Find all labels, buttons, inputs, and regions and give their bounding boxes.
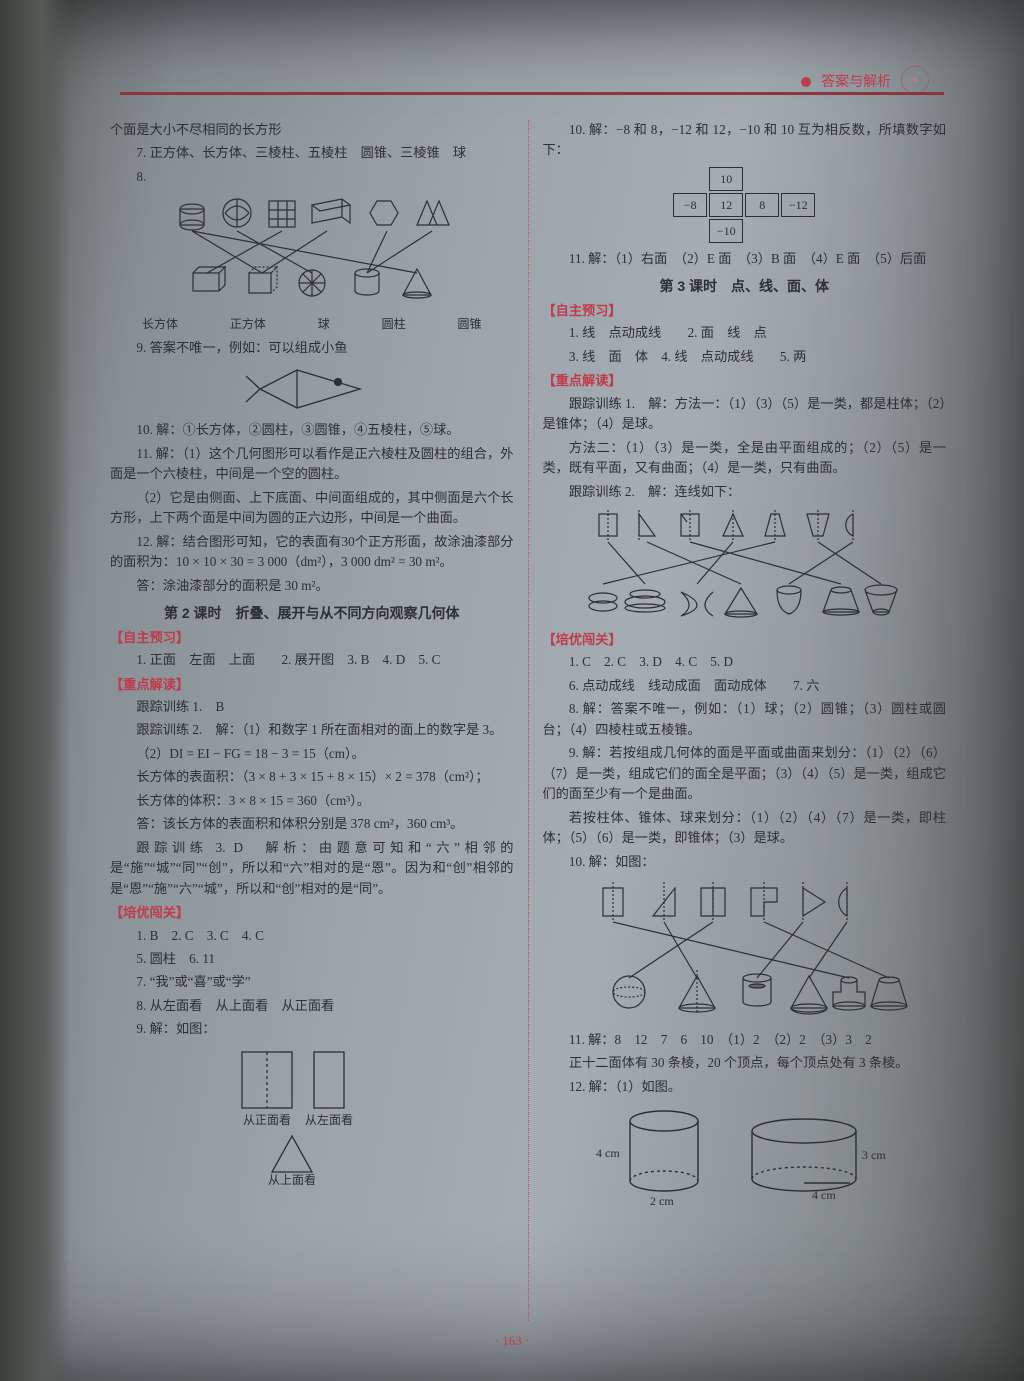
text: 跟踪训练 1. B [110,697,514,717]
cross-table: 10 −8 12 8 −12 −10 [671,165,817,245]
section-heading: 【自主预习】 [543,301,947,321]
text: 1. C 2. C 3. D 4. C 5. D [543,652,947,672]
text: 方法二：（1）（3）是一类，全是由平面组成的；（2）（5）是一类，既有平面，又有… [543,438,947,479]
dim-label: 4 cm [812,1188,836,1202]
view-label: 从上面看 [268,1173,316,1187]
label: 圆柱 [382,315,406,334]
two-cylinders-svg: 4 cm 2 cm 4 cm 3 cm [594,1101,894,1211]
text: 9. 解：如图： [110,1019,514,1039]
text: 1. 线 点动成线 2. 面 线 点 [543,323,947,343]
text: 3. 线 面 体 4. 线 点动成线 5. 两 [543,347,947,367]
textbook-page: 答案与解析 个面是大小不尽相同的长方形 7. 正方体、长方体、三棱柱、五棱柱 圆… [0,0,1024,1381]
text: 12. 解：结合图形可知，它的表面有30个正方形面，故涂油漆部分的面积为：10 … [110,532,514,573]
cell: −8 [673,193,707,217]
text: 1. 正面 左面 上面 2. 展开图 3. B 4. D 5. C [110,650,514,670]
shape-matching-svg [167,191,457,311]
text: （2）它是由侧面、上下底面、中间面组成的，其中侧面是六个长方形，上下两个面是中间… [110,488,514,529]
header-bullet-icon [801,77,811,87]
text: 9. 答案不唯一，例如：可以组成小鱼 [110,338,514,358]
text: 10. 解：−8 和 8，−12 和 12，−10 和 10 互为相反数，所填数… [543,120,947,161]
text: 7. “我”或“喜”或“学” [110,972,514,992]
header-rule [120,92,944,95]
page-number: · 163 · [0,1333,1024,1349]
cell: 12 [709,193,743,217]
section-heading: 【重点解读】 [110,675,514,695]
dim-label: 2 cm [650,1194,674,1208]
lesson-3-title: 第 3 课时 点、线、面、体 [543,277,947,297]
column-right: 10. 解：−8 和 8，−12 和 12，−10 和 10 互为相反数，所填数… [543,120,947,1321]
text: 8. 从左面看 从上面看 从正面看 [110,996,514,1016]
cell: −12 [781,193,815,217]
two-column-body: 个面是大小不尽相同的长方形 7. 正方体、长方体、三棱柱、五棱柱 圆锥、三棱锥 … [110,120,946,1321]
text: 跟踪训练 1. 解：方法一：（1）（3）（5）是一类，都是柱体；（2）是锥体；（… [543,394,947,435]
revolve-match-svg [589,876,899,1026]
column-separator [528,120,529,1321]
label: 正方体 [230,315,266,334]
text: 11. 解：8 12 7 6 10 （1）2 （2）2 （3）3 2 [543,1030,947,1050]
label: 长方体 [142,315,178,334]
text: （2）DI = EI − FG = 18 − 3 = 15（cm）。 [110,744,514,764]
cell: −10 [709,219,743,243]
book-spine-shadow [0,0,70,1381]
three-views-diagram: 从正面看 从左面看 从上面看 [110,1044,514,1184]
text: 7. 正方体、长方体、三棱柱、五棱柱 圆锥、三棱锥 球 [110,143,514,163]
text: 8. 解：答案不唯一，例如：（1）球；（2）圆锥；（3）圆柱或圆台；（4）四棱柱… [543,699,947,740]
cell: 8 [745,193,779,217]
section-heading: 【重点解读】 [543,371,947,391]
text: 长方体的体积：3 × 8 × 15 = 360（cm³）。 [110,791,514,811]
text: 若按柱体、锥体、球来划分：（1）（2）（4）（7）是一类，即柱体；（5）（6）是… [543,808,947,849]
fish-diagram [110,362,514,416]
text: 长方体的表面积：（3 × 8 + 3 × 15 + 8 × 15）× 2 = 3… [110,767,514,787]
view-label: 从左面看 [305,1112,353,1127]
text: 个面是大小不尽相同的长方形 [110,120,514,140]
two-cylinders-diagram: 4 cm 2 cm 4 cm 3 cm [543,1101,947,1211]
text: 跟踪训练 3. D 解析：由题意可知和“六”相邻的是“施”“城”“同”“创”，所… [110,838,514,899]
dim-label: 4 cm [596,1146,620,1160]
text: 跟踪训练 2. 解：连线如下： [543,482,947,502]
text: 9. 解：若按组成几何体的面是平面或曲面来划分：（1）（2）（6）（7）是一类，… [543,743,947,804]
text: 6. 点动成线 线动成面 面动成体 7. 六 [543,676,947,696]
fish-svg [242,362,382,416]
rotation-match-diagram [543,506,947,626]
text: 1. B 2. C 3. C 4. C [110,926,514,946]
text: 11. 解：（1）右面 （2）E 面 （3）B 面 （4）E 面 （5）后面 [543,249,947,269]
view-label: 从正面看 [243,1113,291,1127]
column-left: 个面是大小不尽相同的长方形 7. 正方体、长方体、三棱柱、五棱柱 圆锥、三棱锥 … [110,120,514,1321]
section-heading: 【自主预习】 [110,628,514,648]
header-rosette-icon [901,66,929,94]
dim-label: 3 cm [862,1148,886,1162]
label: 圆锥 [458,315,482,334]
section-heading: 【培优闯关】 [110,903,514,923]
label: 球 [318,315,330,334]
text: 12. 解：（1）如图。 [543,1077,947,1097]
text: 答：该长方体的表面积和体积分别是 378 cm²，360 cm³。 [110,814,514,834]
text: 跟踪训练 2. 解：（1）和数字 1 所在面相对的面上的数字是 3。 [110,720,514,740]
three-views-svg: 从正面看 从左面看 从上面看 [202,1044,422,1184]
cross-number-grid: 10 −8 12 8 −12 −10 [543,165,947,245]
text: 11. 解：（1）这个几何图形可以看作是正六棱柱及圆柱的组合，外面是一个六棱柱，… [110,444,514,485]
cell: 10 [709,167,743,191]
text: 10. 解：如图： [543,852,947,872]
shape-matching-diagram [110,191,514,311]
shape-labels: 长方体 正方体 球 圆柱 圆锥 [110,315,514,338]
running-header: 答案与解析 [801,66,929,94]
text: 5. 圆柱 6. 11 [110,949,514,969]
lesson-2-title: 第 2 课时 折叠、展开与从不同方向观察几何体 [110,604,514,624]
text: 10. 解：①长方体，②圆柱，③圆锥，④五棱柱，⑤球。 [110,420,514,440]
rotation-match-svg [589,506,899,626]
text: 8. [110,167,514,187]
revolve-match-diagram [543,876,947,1026]
section-heading: 【培优闯关】 [543,630,947,650]
text: 答：涂油漆部分的面积是 30 m²。 [110,576,514,596]
header-label: 答案与解析 [821,73,891,89]
text: 正十二面体有 30 条棱，20 个顶点，每个顶点处有 3 条棱。 [543,1053,947,1073]
